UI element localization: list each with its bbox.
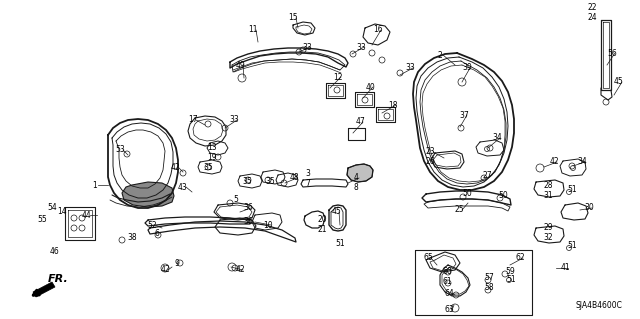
Text: 46: 46 [50, 248, 60, 256]
Text: 45: 45 [614, 78, 624, 86]
Text: 39: 39 [462, 63, 472, 72]
Text: 13: 13 [207, 143, 217, 152]
Text: 36: 36 [243, 204, 253, 212]
Text: 1: 1 [93, 181, 97, 189]
Text: 64: 64 [444, 288, 454, 298]
Text: 44: 44 [82, 211, 92, 219]
Text: 42: 42 [235, 265, 245, 275]
Text: SJA4B4600C: SJA4B4600C [575, 300, 622, 309]
Text: 51: 51 [335, 239, 345, 248]
Text: 35: 35 [265, 177, 275, 187]
Polygon shape [33, 282, 55, 297]
Text: 50: 50 [498, 190, 508, 199]
Text: 56: 56 [607, 48, 617, 57]
Polygon shape [122, 182, 174, 207]
Text: 49: 49 [235, 61, 245, 70]
Text: 45: 45 [331, 207, 341, 217]
Text: 53: 53 [115, 145, 125, 154]
Text: 54: 54 [47, 204, 57, 212]
Text: 31: 31 [543, 190, 553, 199]
Text: 35: 35 [203, 164, 213, 173]
Text: 30: 30 [584, 204, 594, 212]
Text: 4: 4 [353, 174, 358, 182]
Text: 55: 55 [37, 216, 47, 225]
Text: 51: 51 [506, 276, 516, 285]
Text: 16: 16 [373, 26, 383, 34]
Text: 18: 18 [388, 100, 397, 109]
Text: 42: 42 [549, 158, 559, 167]
Text: 33: 33 [229, 115, 239, 124]
Text: 34: 34 [577, 158, 587, 167]
Text: 15: 15 [288, 13, 298, 23]
Text: 47: 47 [355, 117, 365, 127]
Text: 17: 17 [188, 115, 198, 124]
Text: 42: 42 [170, 162, 180, 172]
Text: 41: 41 [560, 263, 570, 272]
Text: 21: 21 [317, 226, 327, 234]
Text: 27: 27 [482, 170, 492, 180]
Text: 8: 8 [354, 183, 358, 192]
Text: 2: 2 [438, 50, 442, 60]
Text: 57: 57 [484, 272, 494, 281]
Text: 48: 48 [289, 174, 299, 182]
Text: 36: 36 [243, 218, 253, 226]
Text: 60: 60 [442, 268, 452, 277]
Text: 10: 10 [263, 220, 273, 229]
Text: 62: 62 [515, 254, 525, 263]
Text: 11: 11 [248, 26, 258, 34]
Text: 25: 25 [454, 205, 464, 214]
Text: 38: 38 [127, 234, 137, 242]
Text: 35: 35 [242, 177, 252, 187]
Text: 26: 26 [425, 158, 435, 167]
Text: 50: 50 [462, 189, 472, 197]
Text: 51: 51 [567, 186, 577, 195]
Text: 61: 61 [442, 278, 452, 286]
Text: 37: 37 [459, 110, 469, 120]
Text: 58: 58 [484, 283, 494, 292]
Text: 6: 6 [155, 229, 159, 239]
Text: 34: 34 [492, 133, 502, 143]
Text: 42: 42 [160, 265, 170, 275]
Text: 9: 9 [175, 259, 179, 269]
Text: 14: 14 [57, 207, 67, 217]
Text: 40: 40 [365, 83, 375, 92]
Text: 51: 51 [567, 241, 577, 249]
Text: 43: 43 [178, 182, 188, 191]
Text: FR.: FR. [48, 274, 68, 284]
Text: 23: 23 [425, 147, 435, 157]
Text: 7: 7 [305, 179, 310, 188]
Text: 12: 12 [333, 72, 343, 81]
Text: 33: 33 [405, 63, 415, 72]
Text: 19: 19 [207, 152, 217, 161]
Text: 33: 33 [302, 42, 312, 51]
Text: 28: 28 [543, 181, 553, 189]
Text: 24: 24 [587, 13, 597, 23]
Text: 22: 22 [588, 4, 596, 12]
Text: 59: 59 [505, 268, 515, 277]
Text: 65: 65 [423, 254, 433, 263]
Text: 33: 33 [356, 42, 366, 51]
Text: 52: 52 [147, 220, 157, 229]
Text: 3: 3 [305, 168, 310, 177]
Polygon shape [347, 164, 373, 182]
Text: 5: 5 [234, 196, 239, 204]
Text: 63: 63 [444, 306, 454, 315]
Text: 32: 32 [543, 234, 553, 242]
Text: 20: 20 [317, 216, 327, 225]
Text: 29: 29 [543, 224, 553, 233]
